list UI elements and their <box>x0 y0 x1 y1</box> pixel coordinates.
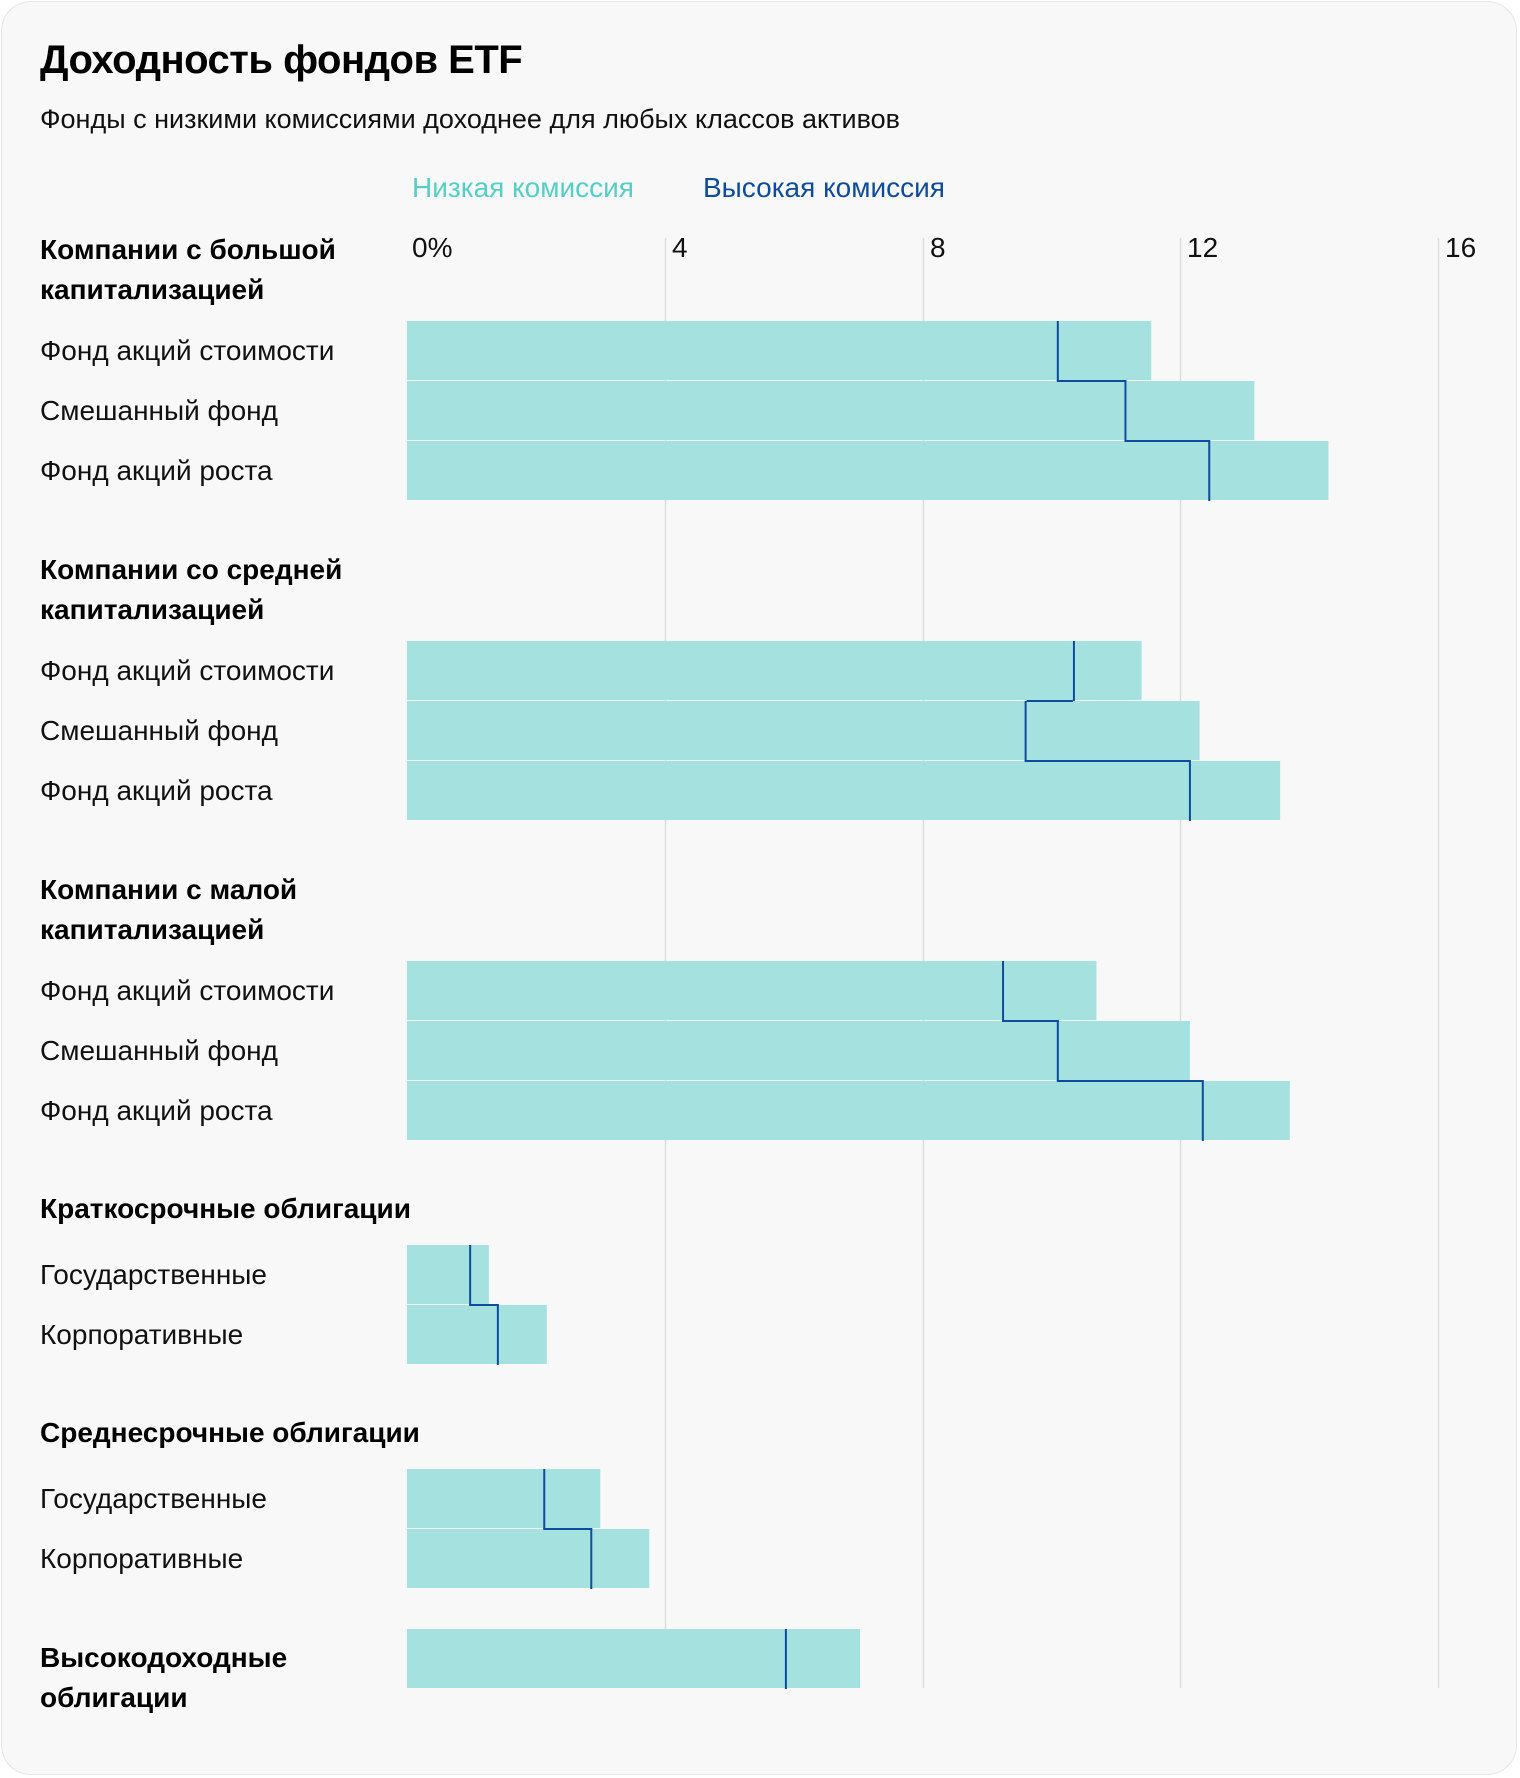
row-label: Смешанный фонд <box>40 1035 278 1066</box>
low-fee-bar <box>407 1469 601 1528</box>
x-tick-label-12: 12 <box>1187 232 1219 263</box>
row-label: Смешанный фонд <box>40 395 278 426</box>
low-fee-bar <box>407 381 1255 440</box>
legend-low-fee: Низкая комиссия <box>412 172 634 203</box>
low-fee-bar <box>407 441 1329 500</box>
row-label: Фонд акций стоимости <box>40 655 335 686</box>
row-label: Корпоративные <box>40 1319 244 1350</box>
low-fee-bar <box>407 1245 489 1304</box>
x-tick-label-16: 16 <box>1445 232 1477 263</box>
group-label: Компании со средней капитализацией <box>40 554 343 625</box>
legend-high-fee: Высокая комиссия <box>703 172 945 203</box>
low-fee-bar <box>407 701 1200 760</box>
low-fee-bar <box>407 321 1152 380</box>
low-fee-bar <box>407 761 1281 820</box>
chart-subtitle: Фонды с низкими комиссиями доходнее для … <box>40 104 900 134</box>
row-label: Фонд акций роста <box>40 1095 273 1126</box>
group-label: Краткосрочные облигации <box>40 1193 411 1224</box>
x-tick-label-8: 8 <box>930 232 946 263</box>
row-label: Государственные <box>40 1259 267 1290</box>
row-label: Фонд акций стоимости <box>40 335 335 366</box>
low-fee-bar <box>407 1629 860 1688</box>
low-fee-bar <box>407 1081 1290 1140</box>
group-label: Компании с малой капитализацией <box>40 874 298 945</box>
high-fee-step-lines <box>469 321 1211 1689</box>
group-label: Компании с большой капитализацией <box>40 234 336 305</box>
low-fee-bar <box>407 1305 547 1364</box>
x-tick-label-0: 0% <box>412 232 453 263</box>
low-fee-bar <box>407 1021 1190 1080</box>
x-tick-label-4: 4 <box>672 232 688 263</box>
low-fee-bar <box>407 961 1097 1020</box>
row-label: Фонд акций стоимости <box>40 975 335 1006</box>
group-label: Среднесрочные облигации <box>40 1417 420 1448</box>
group-label: Высокодоходные облигации <box>40 1642 288 1713</box>
low-fee-bars <box>407 321 1329 1688</box>
row-label: Государственные <box>40 1483 267 1514</box>
row-label: Смешанный фонд <box>40 715 278 746</box>
low-fee-bar <box>407 641 1142 700</box>
row-label: Корпоративные <box>40 1543 244 1574</box>
row-label: Фонд акций роста <box>40 455 273 486</box>
row-label: Фонд акций роста <box>40 775 273 806</box>
low-fee-bar <box>407 1529 650 1588</box>
chart-title: Доходность фондов ETF <box>40 38 523 82</box>
